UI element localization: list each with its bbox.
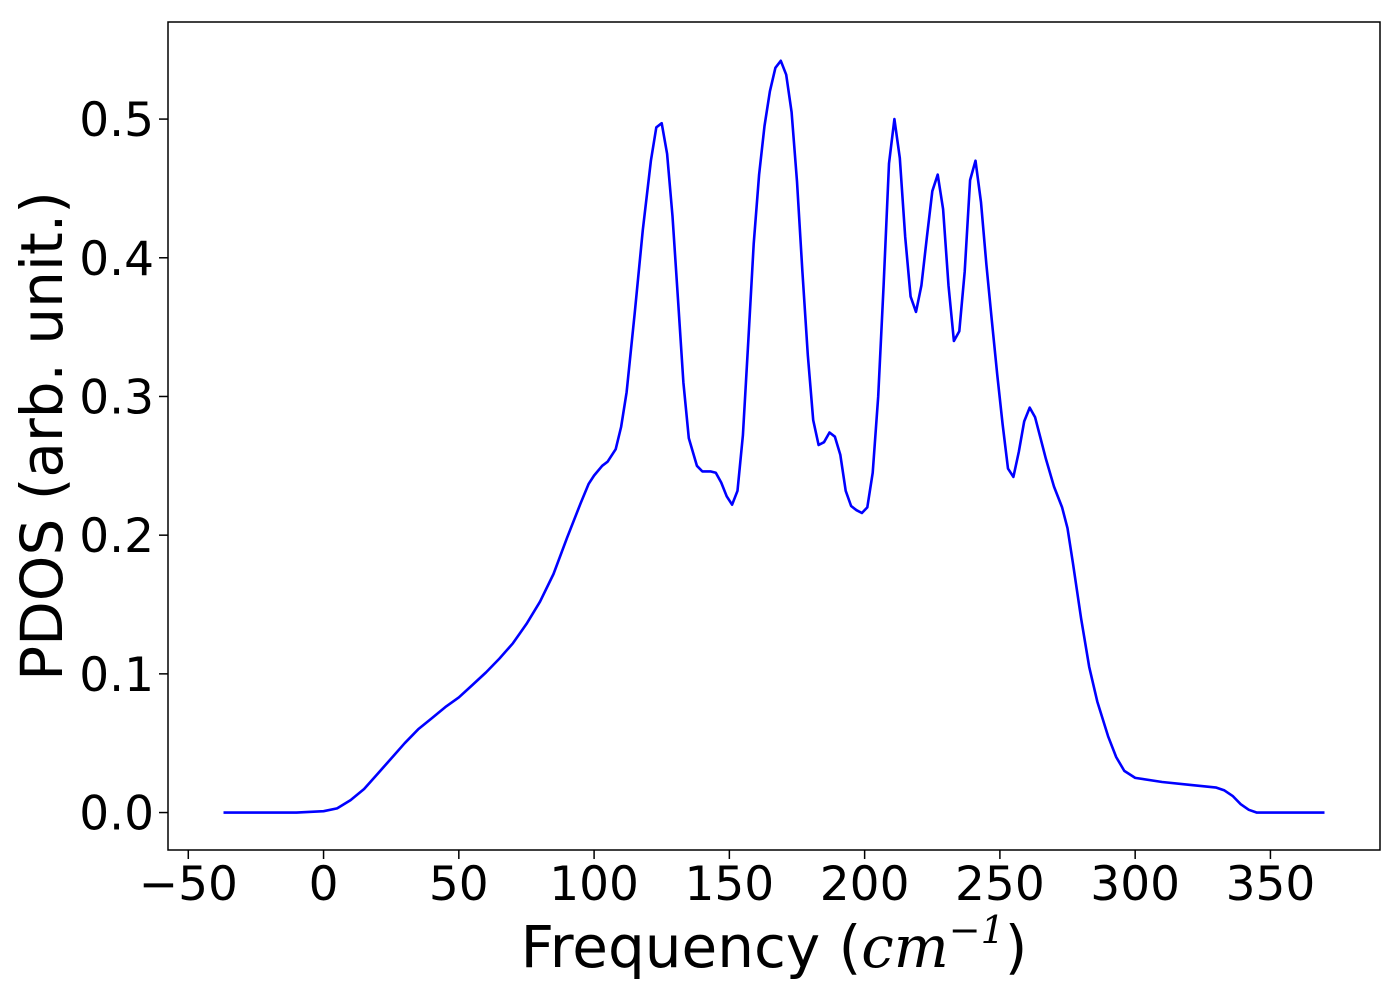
x-tick-label: 50 xyxy=(429,857,489,912)
y-tick-label: 0.1 xyxy=(79,648,154,703)
x-axis-title: Frequency (cm−1) xyxy=(521,908,1028,981)
plot-series-layer xyxy=(223,59,1325,814)
pdos-series-line xyxy=(223,59,1325,814)
x-axis-ticks: −50 0 50 100 150 200 250 300 350 xyxy=(139,850,1316,912)
x-tick-label: 100 xyxy=(549,857,639,912)
x-tick-label: 0 xyxy=(309,857,339,912)
y-tick-label: 0.4 xyxy=(79,232,154,287)
y-tick-label: 0.3 xyxy=(79,370,154,425)
x-tick-label: −50 xyxy=(139,857,238,912)
plot-frame xyxy=(167,21,1381,851)
y-axis-title: PDOS (arb. unit.) xyxy=(8,191,76,681)
x-tick-label: 300 xyxy=(1090,857,1180,912)
y-tick-label: 0.5 xyxy=(79,93,154,148)
y-tick-label: 0.0 xyxy=(79,787,154,842)
x-tick-label: 250 xyxy=(955,857,1045,912)
x-tick-label: 200 xyxy=(820,857,910,912)
y-axis-ticks: 0.0 0.1 0.2 0.3 0.4 0.5 xyxy=(79,93,168,842)
y-tick-label: 0.2 xyxy=(79,509,154,564)
x-tick-label: 150 xyxy=(685,857,775,912)
x-tick-label: 350 xyxy=(1226,857,1316,912)
